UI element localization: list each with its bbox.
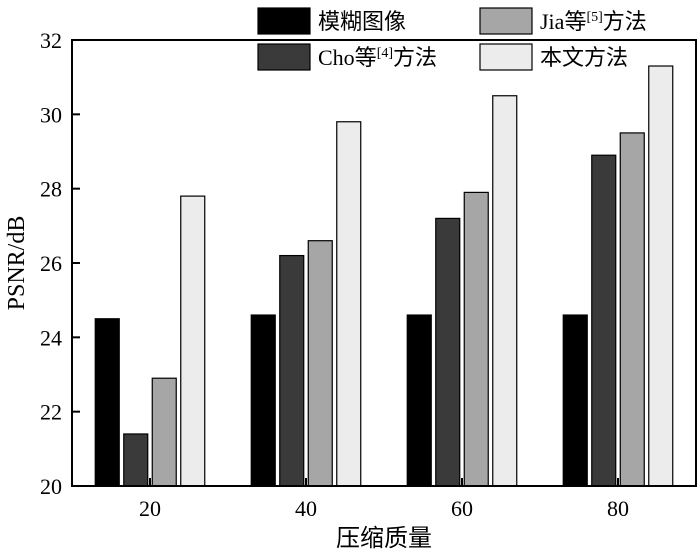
legend-label-tail: 方法: [393, 45, 437, 70]
bar: [591, 154, 617, 487]
legend-swatch: [257, 43, 311, 71]
legend-label: 模糊图像: [318, 9, 406, 34]
bar: [336, 121, 362, 487]
x-ticks-layer: 20 40 60 80: [139, 478, 629, 521]
legend-label-base: Jia等: [540, 9, 586, 34]
bar: [562, 314, 588, 487]
y-tick-label: 30: [40, 102, 62, 127]
legend-label: 本文方法: [540, 45, 628, 70]
bar: [463, 191, 489, 487]
bar: [250, 314, 276, 487]
bar: [279, 254, 305, 487]
legend-label-base: 模糊图像: [318, 9, 406, 34]
legend-swatch: [257, 7, 311, 35]
legend-swatch: [479, 7, 533, 35]
x-axis-label: 压缩质量: [336, 525, 432, 552]
legend-label-citation: [5]: [586, 10, 602, 25]
bar: [151, 377, 177, 487]
y-tick-label: 24: [40, 325, 62, 350]
y-tick-label: 32: [40, 28, 62, 53]
bar: [648, 65, 674, 487]
x-tick-label: 60: [451, 496, 473, 521]
bars-layer: [94, 65, 674, 487]
bar: [180, 195, 206, 487]
legend-label-base: Cho等: [318, 45, 377, 70]
legend-label-citation: [4]: [377, 46, 393, 61]
bar: [307, 240, 333, 487]
x-tick-label: 20: [139, 496, 161, 521]
y-axis-label: PSNR/dB: [4, 216, 30, 311]
y-tick-label: 26: [40, 251, 62, 276]
x-tick-label: 80: [607, 496, 629, 521]
legend-swatch: [479, 43, 533, 71]
legend-label: Jia等[5]方法: [540, 9, 647, 34]
y-tick-label: 20: [40, 474, 62, 499]
bar: [435, 217, 461, 487]
bar: [492, 95, 518, 487]
y-ticks-layer: 20 22 24 26 28 30 32: [40, 28, 80, 499]
legend-label: Cho等[4]方法: [318, 45, 437, 70]
y-tick-label: 22: [40, 400, 62, 425]
bar: [123, 433, 149, 487]
y-tick-label: 28: [40, 177, 62, 202]
legend-label-base: 本文方法: [540, 45, 628, 70]
legend-label-tail: 方法: [603, 9, 647, 34]
bar: [406, 314, 432, 487]
bar: [94, 318, 120, 487]
x-tick-label: 40: [295, 496, 317, 521]
bar: [619, 132, 645, 487]
